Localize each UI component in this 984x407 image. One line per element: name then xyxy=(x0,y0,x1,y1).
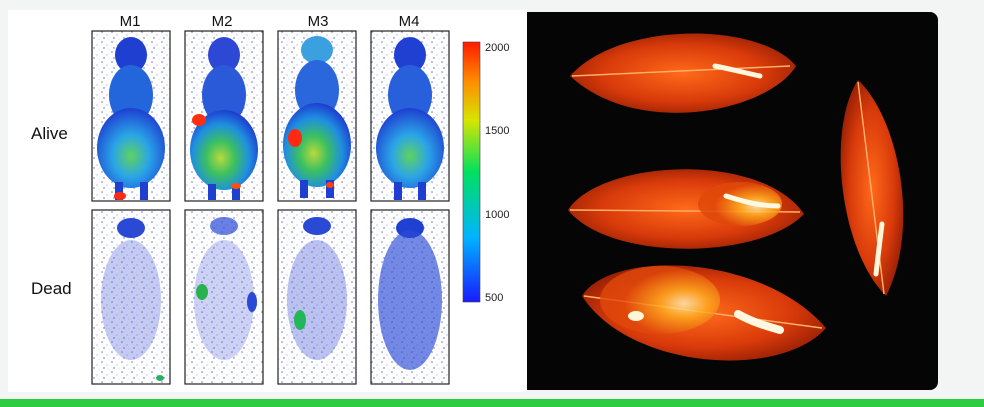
colorbar xyxy=(462,41,481,303)
bottom-accent-bar xyxy=(0,399,984,407)
column-label-m2: M2 xyxy=(211,13,233,30)
mouse-alive-m3 xyxy=(283,36,351,198)
column-label-m3: M3 xyxy=(307,13,329,30)
leaf-middle xyxy=(568,169,804,249)
leaf-top xyxy=(570,33,796,113)
column-label-m4: M4 xyxy=(398,13,420,30)
leaf-bottom xyxy=(582,265,826,361)
mouse-alive-m2 xyxy=(190,37,258,200)
colorbar-tick-500: 500 xyxy=(485,292,504,304)
mouse-dead-m1 xyxy=(101,218,164,381)
colorbar-tick-2000: 2000 xyxy=(485,42,510,54)
row-label-dead: Dead xyxy=(31,279,72,298)
frame-dead-m1 xyxy=(91,209,171,385)
mouse-dead-m3 xyxy=(287,217,347,360)
row-label-alive: Alive xyxy=(31,124,68,143)
column-label-m1: M1 xyxy=(119,13,141,30)
mouse-dead-m2 xyxy=(194,217,257,360)
mouse-alive-m1 xyxy=(97,37,165,200)
colorbar-tick-1000: 1000 xyxy=(485,209,510,221)
mouse-dead-m4 xyxy=(378,218,442,370)
frame-dead-m3 xyxy=(277,209,357,385)
leaf-right xyxy=(840,80,904,296)
colorbar-tick-1500: 1500 xyxy=(485,125,510,137)
mouse-alive-m4 xyxy=(376,37,444,200)
